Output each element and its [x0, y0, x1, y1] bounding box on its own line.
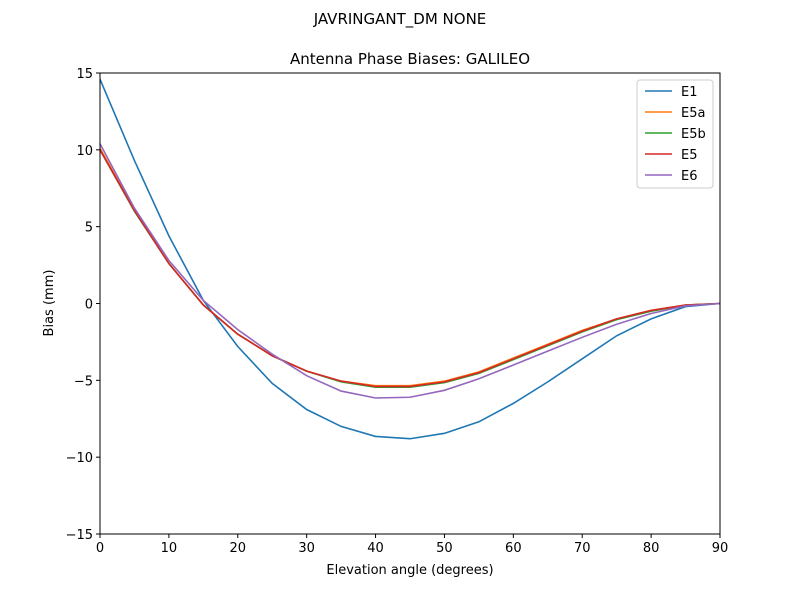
y-tick-label: −10: [66, 451, 93, 466]
series-line-e6: [100, 143, 720, 399]
y-tick-label: −5: [74, 374, 93, 389]
plot-area: [99, 72, 721, 535]
x-tick-label: 30: [298, 541, 315, 556]
x-tick-label: 90: [712, 541, 729, 556]
legend-box: [636, 79, 714, 189]
x-axis: 0 10 20 30 40 50 60 70 80 90: [96, 534, 728, 556]
x-tick-label: 70: [574, 541, 591, 556]
x-tick-label: 60: [505, 541, 522, 556]
legend-label-e5: E5: [681, 148, 698, 163]
y-tick-label: 10: [76, 144, 93, 159]
legend-label-e1: E1: [681, 85, 698, 100]
x-tick-label: 80: [643, 541, 660, 556]
x-tick-label: 40: [367, 541, 384, 556]
y-tick-label: −15: [66, 528, 93, 543]
series-line-e5b: [100, 149, 720, 389]
y-tick-label: 15: [76, 67, 93, 82]
legend-label-e5b: E5b: [681, 127, 706, 142]
y-tick-label: 0: [85, 298, 93, 313]
chart-title: Antenna Phase Biases: GALILEO: [290, 50, 530, 68]
x-tick-label: 20: [230, 541, 247, 556]
x-tick-label: 50: [436, 541, 453, 556]
series-line-e5: [100, 149, 720, 388]
x-tick-label: 10: [161, 541, 178, 556]
plot-frame: [99, 72, 721, 535]
y-tick-label: 5: [85, 221, 93, 236]
legend-label-e5a: E5a: [681, 106, 705, 121]
legend-label-e6: E6: [681, 169, 698, 184]
x-axis-label: Elevation angle (degrees): [326, 563, 493, 578]
series-line-e1: [100, 78, 720, 440]
x-tick-label: 0: [96, 541, 104, 556]
y-axis-label: Bias (mm): [42, 270, 57, 337]
y-axis: −15 −10 −5 0 5 10 15: [66, 67, 100, 543]
series-line-e5a: [100, 147, 720, 387]
legend: E1 E5a E5b E5 E6: [636, 79, 714, 189]
figure-suptitle: JAVRINGANT_DM NONE: [313, 10, 487, 29]
